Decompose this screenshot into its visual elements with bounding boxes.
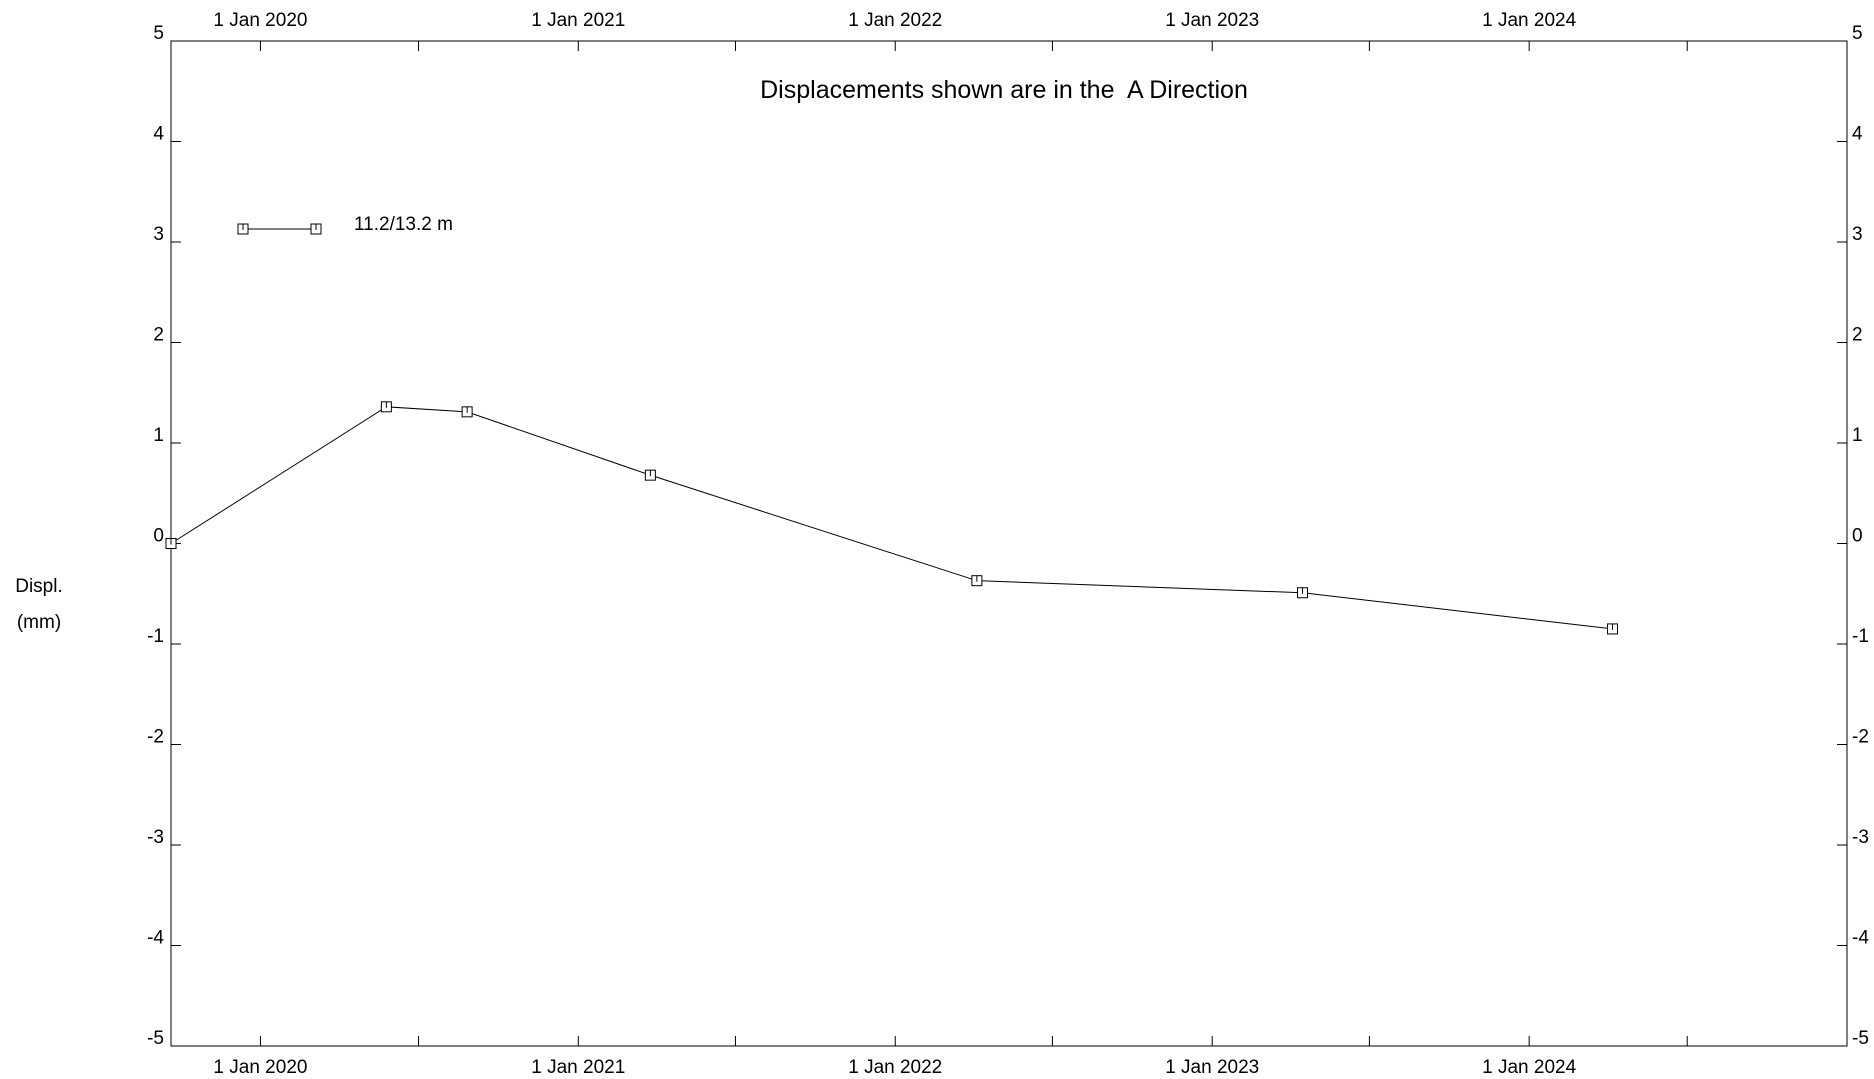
y-axis-label-line2: (mm): [16, 612, 62, 633]
y-tick-label-right: 0: [1852, 526, 1863, 547]
y-axis-left: 5 4 3 2 1 0 -1 -2 -3 -4 -5: [147, 23, 181, 1049]
x-tick-label-top: 1 Jan 2023: [1165, 10, 1259, 31]
x-tick-label-bottom: 1 Jan 2024: [1482, 1057, 1576, 1078]
data-point: [971, 575, 983, 587]
data-point: [1607, 623, 1619, 635]
y-tick-label-right: 5: [1852, 23, 1863, 44]
legend-label: 11.2/13.2 m: [354, 214, 453, 235]
series-line: [170, 406, 1613, 630]
legend-marker: [237, 223, 249, 235]
plot-frame: [170, 40, 1848, 1047]
y-tick-label-right: -5: [1852, 1028, 1869, 1049]
x-tick-label-top: 1 Jan 2024: [1482, 10, 1576, 31]
series-layer: [165, 401, 1619, 635]
y-tick-label-left: 4: [153, 124, 164, 145]
data-point: [644, 469, 656, 481]
x-tick-label-top: 1 Jan 2022: [848, 10, 942, 31]
y-tick-label-left: -4: [147, 928, 164, 949]
y-tick-label-right: 1: [1852, 425, 1863, 446]
y-tick-label-right: 3: [1852, 224, 1863, 245]
y-tick-label-right: -1: [1852, 626, 1869, 647]
y-tick-label-right: -2: [1852, 727, 1869, 748]
data-point: [1297, 587, 1309, 599]
y-tick-label-left: -5: [147, 1028, 164, 1049]
y-tick-label-left: 2: [153, 325, 164, 346]
y-tick-label-right: -4: [1852, 928, 1869, 949]
y-tick-label-left: 1: [153, 425, 164, 446]
y-tick-label-left: 5: [153, 23, 164, 44]
y-tick-label-left: -1: [147, 626, 164, 647]
y-tick-label-left: 0: [153, 526, 164, 547]
x-tick-label-top: 1 Jan 2020: [213, 10, 307, 31]
y-axis-right: 5 4 3 2 1 0 -1 -2 -3 -4 -5: [1837, 23, 1869, 1049]
chart-title: Displacements shown are in the A Directi…: [760, 76, 1248, 104]
y-tick-label-left: -2: [147, 727, 164, 748]
data-point: [461, 406, 473, 418]
legend-marker: [310, 223, 322, 235]
data-point: [165, 538, 177, 549]
x-tick-label-bottom: 1 Jan 2021: [531, 1057, 625, 1078]
y-tick-label-right: -3: [1852, 827, 1869, 848]
y-tick-label-left: -3: [147, 827, 164, 848]
x-axis-top: 1 Jan 2020 1 Jan 2021 1 Jan 2022 1 Jan 2023…: [213, 10, 1688, 51]
y-tick-label-right: 2: [1852, 325, 1863, 346]
x-tick-label-bottom: 1 Jan 2023: [1165, 1057, 1259, 1078]
x-tick-label-bottom: 1 Jan 2022: [848, 1057, 942, 1078]
x-tick-label-bottom: 1 Jan 2020: [213, 1057, 307, 1078]
data-point: [380, 401, 392, 413]
y-tick-label-left: 3: [153, 224, 164, 245]
x-tick-label-top: 1 Jan 2021: [531, 10, 625, 31]
x-axis-bottom: 1 Jan 2020 1 Jan 2021 1 Jan 2022 1 Jan 2023…: [213, 1036, 1688, 1078]
y-tick-label-right: 4: [1852, 124, 1863, 145]
legend: 11.2/13.2 m: [237, 214, 453, 235]
y-axis-label-line1: Displ.: [15, 576, 63, 597]
